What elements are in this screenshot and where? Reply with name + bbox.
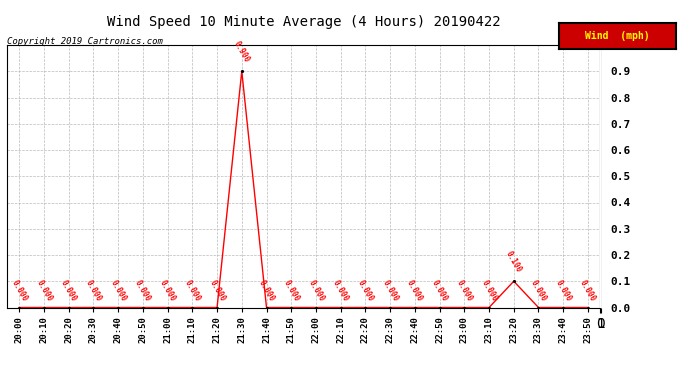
Text: 0.000: 0.000	[356, 279, 375, 303]
Text: 0.000: 0.000	[405, 279, 424, 303]
Text: 0.000: 0.000	[208, 279, 227, 303]
Text: 0.000: 0.000	[83, 279, 103, 303]
Text: 0.000: 0.000	[529, 279, 548, 303]
Text: 0.000: 0.000	[480, 279, 499, 303]
Text: 0.000: 0.000	[158, 279, 177, 303]
Text: 0.000: 0.000	[380, 279, 400, 303]
Text: Wind  (mph): Wind (mph)	[585, 31, 650, 40]
Text: 0.000: 0.000	[183, 279, 202, 303]
Text: 0.000: 0.000	[59, 279, 79, 303]
Text: 0.000: 0.000	[553, 279, 573, 303]
Text: Copyright 2019 Cartronics.com: Copyright 2019 Cartronics.com	[7, 38, 163, 46]
Text: 0.000: 0.000	[306, 279, 326, 303]
Text: 0.900: 0.900	[232, 40, 251, 64]
Text: 0.000: 0.000	[331, 279, 351, 303]
Text: 0.000: 0.000	[578, 279, 598, 303]
Text: 0.000: 0.000	[430, 279, 449, 303]
Text: 0.100: 0.100	[504, 250, 524, 274]
Text: 0.000: 0.000	[282, 279, 301, 303]
Text: 0.000: 0.000	[133, 279, 152, 303]
Text: 0.000: 0.000	[455, 279, 474, 303]
Text: 0.000: 0.000	[108, 279, 128, 303]
Text: 0.000: 0.000	[10, 279, 29, 303]
Text: Wind Speed 10 Minute Average (4 Hours) 20190422: Wind Speed 10 Minute Average (4 Hours) 2…	[107, 15, 500, 29]
Text: 0.000: 0.000	[257, 279, 276, 303]
Text: 0.000: 0.000	[34, 279, 54, 303]
